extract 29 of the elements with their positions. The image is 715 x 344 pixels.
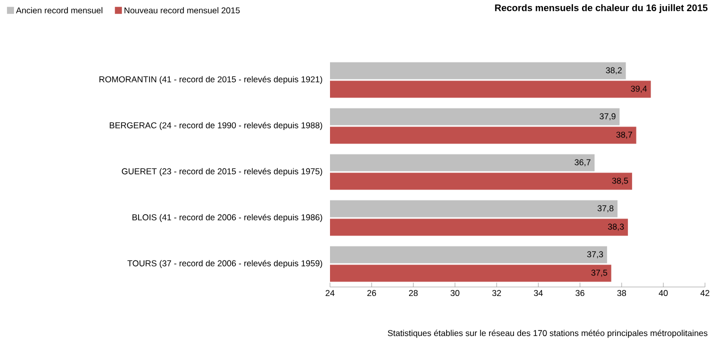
y-tick-label: BLOIS (41 - record de 2006 - relevés depuis 1986): [132, 214, 322, 222]
x-tick-label: 42: [700, 290, 710, 296]
x-tick-label: 34: [534, 290, 543, 296]
legend-label: Nouveau record mensuel 2015: [124, 7, 240, 14]
x-tick-label: 24: [326, 290, 334, 296]
x-tick-label: 32: [492, 290, 501, 296]
x-tick-label: 40: [658, 290, 668, 296]
data-label: 38,2: [606, 67, 622, 74]
data-label: 36,7: [574, 159, 590, 166]
data-label: 38,7: [616, 132, 632, 139]
y-tick-label: GUERET (23 - record de 2015 - relevés depuis 1975): [122, 168, 322, 176]
x-tick-label: 26: [367, 290, 376, 296]
x-tick-label: 38: [617, 290, 626, 296]
data-label: 37,8: [598, 205, 614, 212]
x-tick-label: 28: [409, 290, 418, 296]
y-tick-label: BERGERAC (24 - record de 1990 - relevés depuis 1988): [110, 122, 322, 130]
text: Statistiques établies sur le réseau des 170 stations météo principales métropolitaines: [388, 330, 708, 338]
data-label: 39,4: [630, 86, 647, 93]
legend-label: Ancien record mensuel: [16, 7, 102, 14]
chart-title: Records mensuels de chaleur du 16 juillet 2015: [495, 4, 708, 14]
data-label: 37,5: [591, 270, 608, 277]
data-label: 38,5: [612, 178, 628, 185]
x-tick-label: 30: [450, 290, 460, 296]
data-label: 37,3: [587, 251, 604, 258]
y-tick-label: ROMORANTIN (41 - record de 2015 - relevés depuis 1921): [99, 76, 322, 84]
data-label: 38,3: [608, 224, 624, 231]
y-tick-label: TOURS (37 - record de 2006 - relevés depuis 1959): [127, 260, 322, 268]
x-tick-label: 36: [576, 290, 584, 296]
data-label: 37,9: [600, 113, 616, 120]
